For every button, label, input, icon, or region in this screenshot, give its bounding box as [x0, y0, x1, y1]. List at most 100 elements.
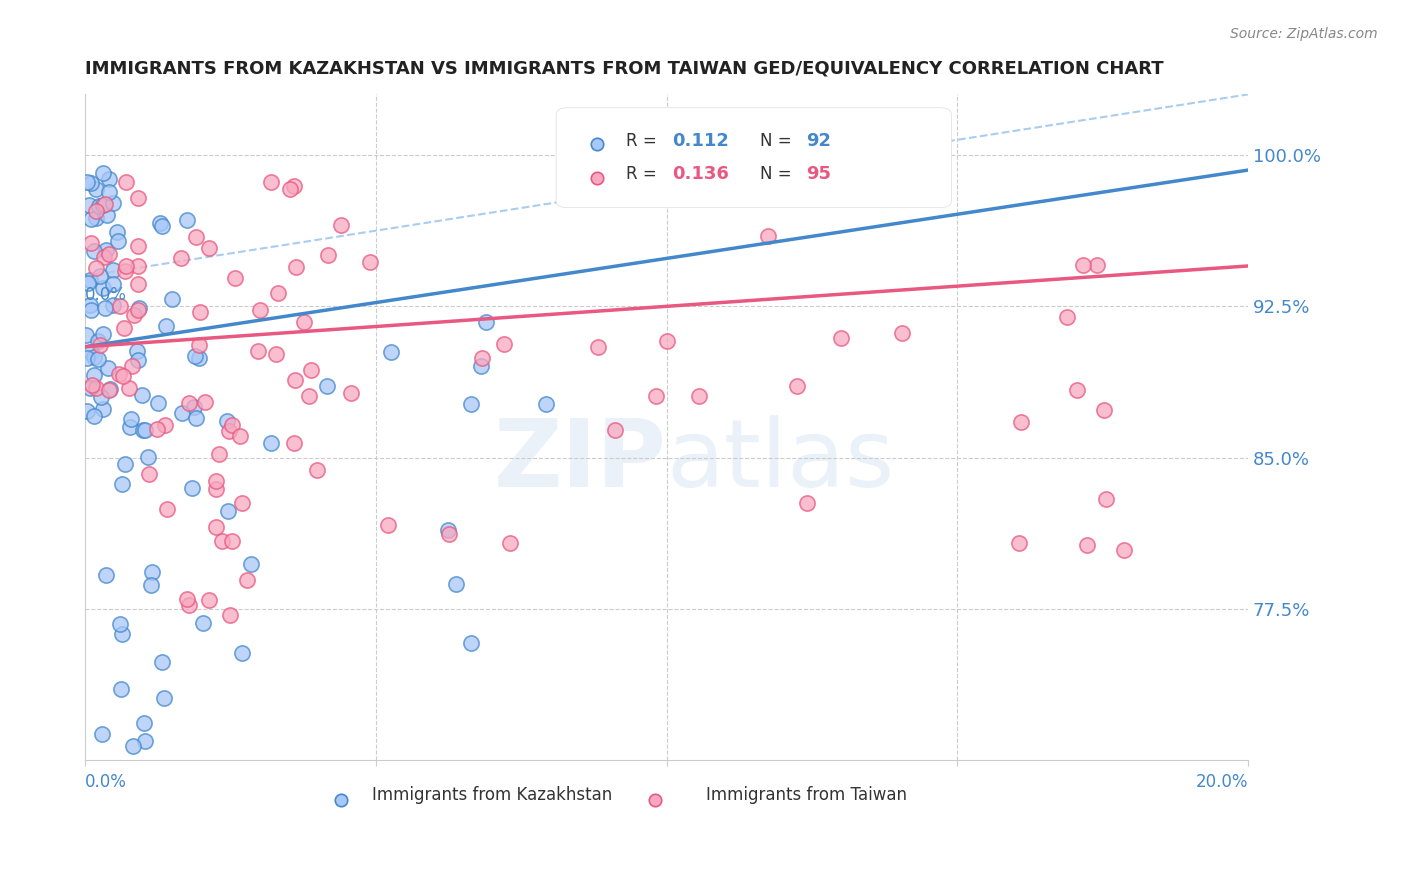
Point: [83, 409, 105, 423]
Point: [120, 412, 142, 426]
Point: [98, 172, 121, 186]
Text: IMMIGRANTS FROM KAZAKHSTAN VS IMMIGRANTS FROM TAIWAN GED/EQUIVALENCY CORRELATION: IMMIGRANTS FROM KAZAKHSTAN VS IMMIGRANTS…: [86, 60, 1164, 78]
Point: [284, 373, 307, 387]
Point: [114, 259, 136, 273]
Point: [114, 457, 136, 471]
Point: [292, 315, 315, 329]
Point: [132, 423, 155, 437]
Point: [170, 406, 193, 420]
Point: [127, 191, 149, 205]
Point: [193, 616, 215, 631]
Point: [89, 268, 111, 283]
Point: [377, 518, 399, 533]
Text: 95: 95: [806, 165, 831, 184]
Point: [170, 251, 193, 265]
Text: R =: R =: [626, 132, 662, 150]
Point: [101, 263, 124, 277]
Point: [470, 359, 492, 373]
Point: [91, 281, 114, 295]
Point: [136, 450, 159, 464]
Point: [141, 565, 163, 579]
Point: [155, 318, 177, 333]
Point: [1008, 536, 1031, 550]
Point: [329, 218, 352, 232]
Point: [689, 389, 711, 403]
Point: [128, 301, 150, 315]
Point: [160, 293, 183, 307]
Point: [87, 352, 110, 367]
Point: [187, 351, 209, 365]
Point: [110, 681, 132, 696]
Point: [79, 298, 101, 312]
Point: [1066, 383, 1088, 397]
Point: [299, 363, 322, 377]
Point: [127, 277, 149, 292]
Point: [1056, 310, 1078, 325]
Point: [283, 179, 305, 194]
Point: [1076, 538, 1098, 552]
Point: [194, 395, 217, 409]
Point: [359, 254, 381, 268]
Point: [79, 273, 101, 287]
Point: [231, 646, 253, 660]
Point: [84, 211, 107, 225]
Point: [249, 303, 271, 318]
Point: [79, 198, 101, 212]
Point: [890, 326, 912, 340]
Text: 20.0%: 20.0%: [1195, 773, 1249, 791]
Text: 92: 92: [806, 132, 831, 150]
Point: [239, 557, 262, 571]
Point: [184, 349, 207, 363]
Point: [139, 577, 162, 591]
Point: [111, 476, 134, 491]
Point: [87, 334, 110, 349]
Point: [187, 338, 209, 352]
Point: [380, 345, 402, 359]
Point: [79, 302, 101, 317]
Point: [285, 260, 308, 275]
Point: [89, 338, 111, 352]
Point: [588, 340, 610, 354]
Text: 0.0%: 0.0%: [86, 285, 127, 303]
Point: [111, 627, 134, 641]
Point: [204, 483, 226, 497]
Point: [444, 577, 467, 591]
Point: [475, 315, 498, 329]
Text: N =: N =: [759, 132, 796, 150]
Point: [181, 481, 204, 495]
Text: Source: ZipAtlas.com: Source: ZipAtlas.com: [1230, 27, 1378, 41]
Point: [84, 182, 107, 196]
Point: [219, 608, 242, 623]
Text: Immigrants from Kazakhstan: Immigrants from Kazakhstan: [373, 787, 613, 805]
Point: [94, 244, 117, 258]
Point: [131, 388, 153, 402]
Point: [134, 734, 156, 748]
Point: [756, 229, 779, 244]
Point: [76, 175, 98, 189]
Point: [266, 285, 288, 300]
Point: [205, 475, 228, 489]
Point: [197, 242, 219, 256]
Point: [221, 534, 243, 549]
Point: [90, 726, 112, 740]
Point: [796, 496, 818, 510]
Point: [217, 414, 239, 428]
Point: [786, 379, 808, 393]
Point: [471, 351, 494, 365]
Point: [278, 182, 301, 196]
Point: [150, 219, 173, 234]
Point: [492, 337, 515, 351]
Point: [86, 261, 108, 276]
Point: [211, 533, 233, 548]
Point: [644, 389, 666, 403]
Point: [605, 423, 627, 437]
Text: 0.112: 0.112: [672, 132, 730, 150]
Point: [80, 176, 103, 190]
Point: [229, 429, 252, 443]
Point: [1073, 258, 1095, 272]
Point: [534, 397, 557, 411]
Point: [127, 302, 149, 317]
Text: 0.0%: 0.0%: [86, 773, 127, 791]
Point: [97, 185, 120, 199]
Point: [93, 250, 115, 264]
